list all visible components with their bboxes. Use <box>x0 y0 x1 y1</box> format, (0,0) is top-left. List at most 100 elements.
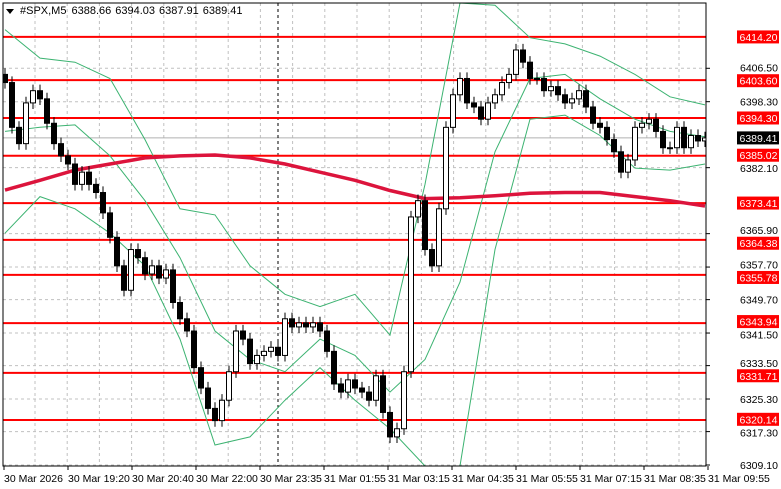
candle-body <box>597 122 603 128</box>
bear-candle <box>597 117 603 134</box>
chart-header: #SPX,M5 6388.66 6394.03 6387.91 6389.41 <box>6 5 243 17</box>
candle-body <box>688 134 694 149</box>
y-tick-label: 6406.50 <box>740 63 778 75</box>
bear-candle <box>590 100 596 130</box>
level-price-label: 6364.38 <box>740 238 778 250</box>
x-tick-label: 31 Mar 01:55 <box>324 473 386 485</box>
bull-candle <box>268 341 274 358</box>
bear-candle <box>107 206 113 244</box>
bull-candle <box>646 113 652 130</box>
candle-body <box>219 399 225 422</box>
triangle-down-icon[interactable] <box>6 9 14 14</box>
candle-body <box>618 151 624 173</box>
candle-body <box>576 90 582 100</box>
bear-candle <box>289 312 295 334</box>
bull-candle <box>30 84 36 110</box>
bull-candle <box>261 345 267 362</box>
candle-body <box>37 90 43 100</box>
candle-body <box>86 171 92 185</box>
candle-body <box>625 159 631 173</box>
bear-candle <box>3 68 8 89</box>
candle-body <box>408 216 414 373</box>
time-axis[interactable]: 30 Mar 2026 30 Mar 19:20 30 Mar 20:40 30 Ma… <box>3 466 770 485</box>
level-price-tag <box>737 236 779 250</box>
bull-candle <box>149 259 155 281</box>
candle-body <box>135 249 141 259</box>
candle-body <box>170 269 176 303</box>
candle-body <box>520 49 526 63</box>
candle-body <box>247 338 253 365</box>
candle-body <box>163 269 169 279</box>
bull-candle <box>282 312 288 362</box>
candle-body <box>366 391 372 401</box>
candle-body <box>534 77 540 80</box>
bull-candle <box>128 243 134 297</box>
candle-body <box>604 126 610 141</box>
bear-candle <box>142 251 148 281</box>
bear-candle <box>618 145 624 179</box>
bear-candle <box>387 406 393 444</box>
bollinger-upper-line <box>4 3 706 337</box>
level-price-label: 6403.60 <box>740 76 778 88</box>
candle-body <box>114 236 120 267</box>
current-price-tag <box>737 131 779 145</box>
candle-body <box>653 118 659 132</box>
bollinger-lower-line <box>4 114 706 466</box>
level-price-tag <box>737 412 779 426</box>
bull-candle <box>254 349 260 370</box>
bull-candle <box>233 324 239 378</box>
bull-candle <box>219 394 225 427</box>
candle-body <box>23 102 29 145</box>
candle-body <box>282 318 288 356</box>
bull-candle <box>569 92 575 110</box>
x-tick-label: 31 Mar 03:15 <box>388 473 450 485</box>
bear-candle <box>51 117 57 150</box>
bear-candle <box>184 312 190 338</box>
candle-body <box>303 322 309 328</box>
bear-candle <box>317 316 323 338</box>
candle-body <box>660 130 666 149</box>
bull-candle <box>79 166 85 191</box>
bull-candle <box>408 210 414 378</box>
candle-body <box>254 354 260 365</box>
candle-body <box>541 77 547 92</box>
candle-body <box>142 257 148 275</box>
level-price-tag <box>737 74 779 88</box>
candle-body <box>226 371 232 401</box>
candle-body <box>513 49 519 75</box>
ohlc-low: 6387.91 <box>159 5 199 17</box>
level-price-label: 6343.94 <box>740 317 778 329</box>
bear-candle <box>611 133 617 158</box>
bull-candle <box>506 68 512 89</box>
candle-body <box>359 387 365 393</box>
bull-candle <box>345 373 351 399</box>
candle-body <box>667 147 673 150</box>
bear-candle <box>205 381 211 415</box>
horizontal-levels[interactable] <box>3 35 706 422</box>
candle-body <box>401 371 407 430</box>
candle-body <box>275 346 281 356</box>
bear-candle <box>86 166 92 191</box>
bear-candle <box>429 243 435 272</box>
level-price-tag <box>737 30 779 44</box>
bear-candle <box>58 137 64 162</box>
bear-candle <box>16 121 22 150</box>
candle-body <box>436 208 442 267</box>
bull-candle <box>534 72 540 85</box>
y-tick-label: 6341.50 <box>740 330 778 342</box>
bull-candle <box>576 84 582 105</box>
candle-body <box>443 126 449 210</box>
candle-body <box>583 90 589 108</box>
y-tick-label: 6357.70 <box>740 259 778 271</box>
candle-body <box>233 330 239 373</box>
level-price-tag <box>737 270 779 284</box>
bull-candle <box>625 153 631 179</box>
candle-body <box>72 163 78 185</box>
bull-candle <box>443 121 449 215</box>
bull-candle <box>492 88 498 110</box>
bear-candle <box>422 194 428 256</box>
level-price-label: 6414.20 <box>740 32 778 44</box>
candle-body <box>681 126 687 149</box>
